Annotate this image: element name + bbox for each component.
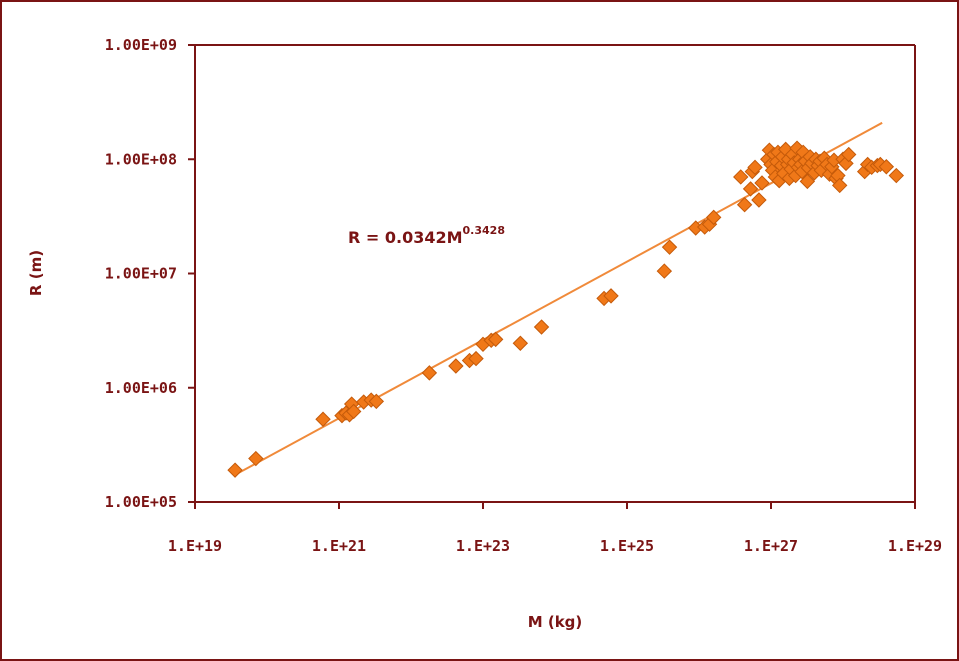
y-tick-label: 1.00E+06 bbox=[105, 379, 177, 397]
y-tick-label: 1.00E+07 bbox=[105, 265, 177, 283]
x-tick-label: 1.E+27 bbox=[744, 537, 798, 555]
data-point-marker bbox=[315, 411, 331, 427]
data-point-marker bbox=[747, 159, 763, 176]
data-point-marker bbox=[742, 181, 759, 197]
data-point-marker bbox=[751, 192, 767, 208]
data-point-marker bbox=[487, 331, 504, 348]
x-tick-label: 1.E+23 bbox=[456, 537, 510, 555]
data-point-marker bbox=[345, 403, 362, 420]
data-point-marker bbox=[368, 393, 385, 410]
data-point-marker bbox=[227, 462, 243, 478]
data-point-marker bbox=[799, 173, 816, 190]
data-point-marker bbox=[448, 358, 464, 374]
data-point-marker bbox=[705, 209, 722, 226]
data-point-marker bbox=[661, 239, 678, 255]
data-point-marker bbox=[421, 365, 438, 381]
equation-annotation: R = 0.0342M0.3428 bbox=[348, 224, 505, 247]
data-point-marker bbox=[736, 197, 753, 213]
y-axis-title: R (m) bbox=[27, 250, 45, 296]
data-point-marker bbox=[888, 167, 905, 184]
data-points bbox=[227, 140, 905, 478]
data-point-marker bbox=[248, 450, 264, 467]
data-point-marker bbox=[733, 169, 749, 185]
x-axis-ticks: 1.E+19 1.E+21 1.E+23 1.E+25 1.E+27 1.E+29 bbox=[168, 502, 942, 555]
data-point-marker bbox=[468, 350, 484, 367]
x-tick-label: 1.E+25 bbox=[600, 537, 654, 555]
x-axis-title: M (kg) bbox=[528, 613, 583, 631]
data-point-marker bbox=[603, 288, 619, 304]
y-tick-label: 1.00E+09 bbox=[105, 36, 177, 54]
x-tick-label: 1.E+19 bbox=[168, 537, 222, 555]
data-point-marker bbox=[840, 146, 857, 163]
data-point-marker bbox=[878, 159, 895, 175]
x-tick-label: 1.E+21 bbox=[312, 537, 366, 555]
data-point-marker bbox=[533, 319, 550, 335]
data-point-marker bbox=[754, 175, 770, 191]
data-point-marker bbox=[831, 177, 848, 194]
y-tick-label: 1.00E+05 bbox=[105, 493, 177, 511]
data-point-marker bbox=[656, 263, 673, 279]
y-axis-ticks: 1.00E+05 1.00E+06 1.00E+07 1.00E+08 1.00E+09 bbox=[105, 36, 195, 511]
x-tick-label: 1.E+29 bbox=[888, 537, 942, 555]
data-point-marker bbox=[512, 335, 529, 351]
y-tick-label: 1.00E+08 bbox=[105, 150, 177, 168]
